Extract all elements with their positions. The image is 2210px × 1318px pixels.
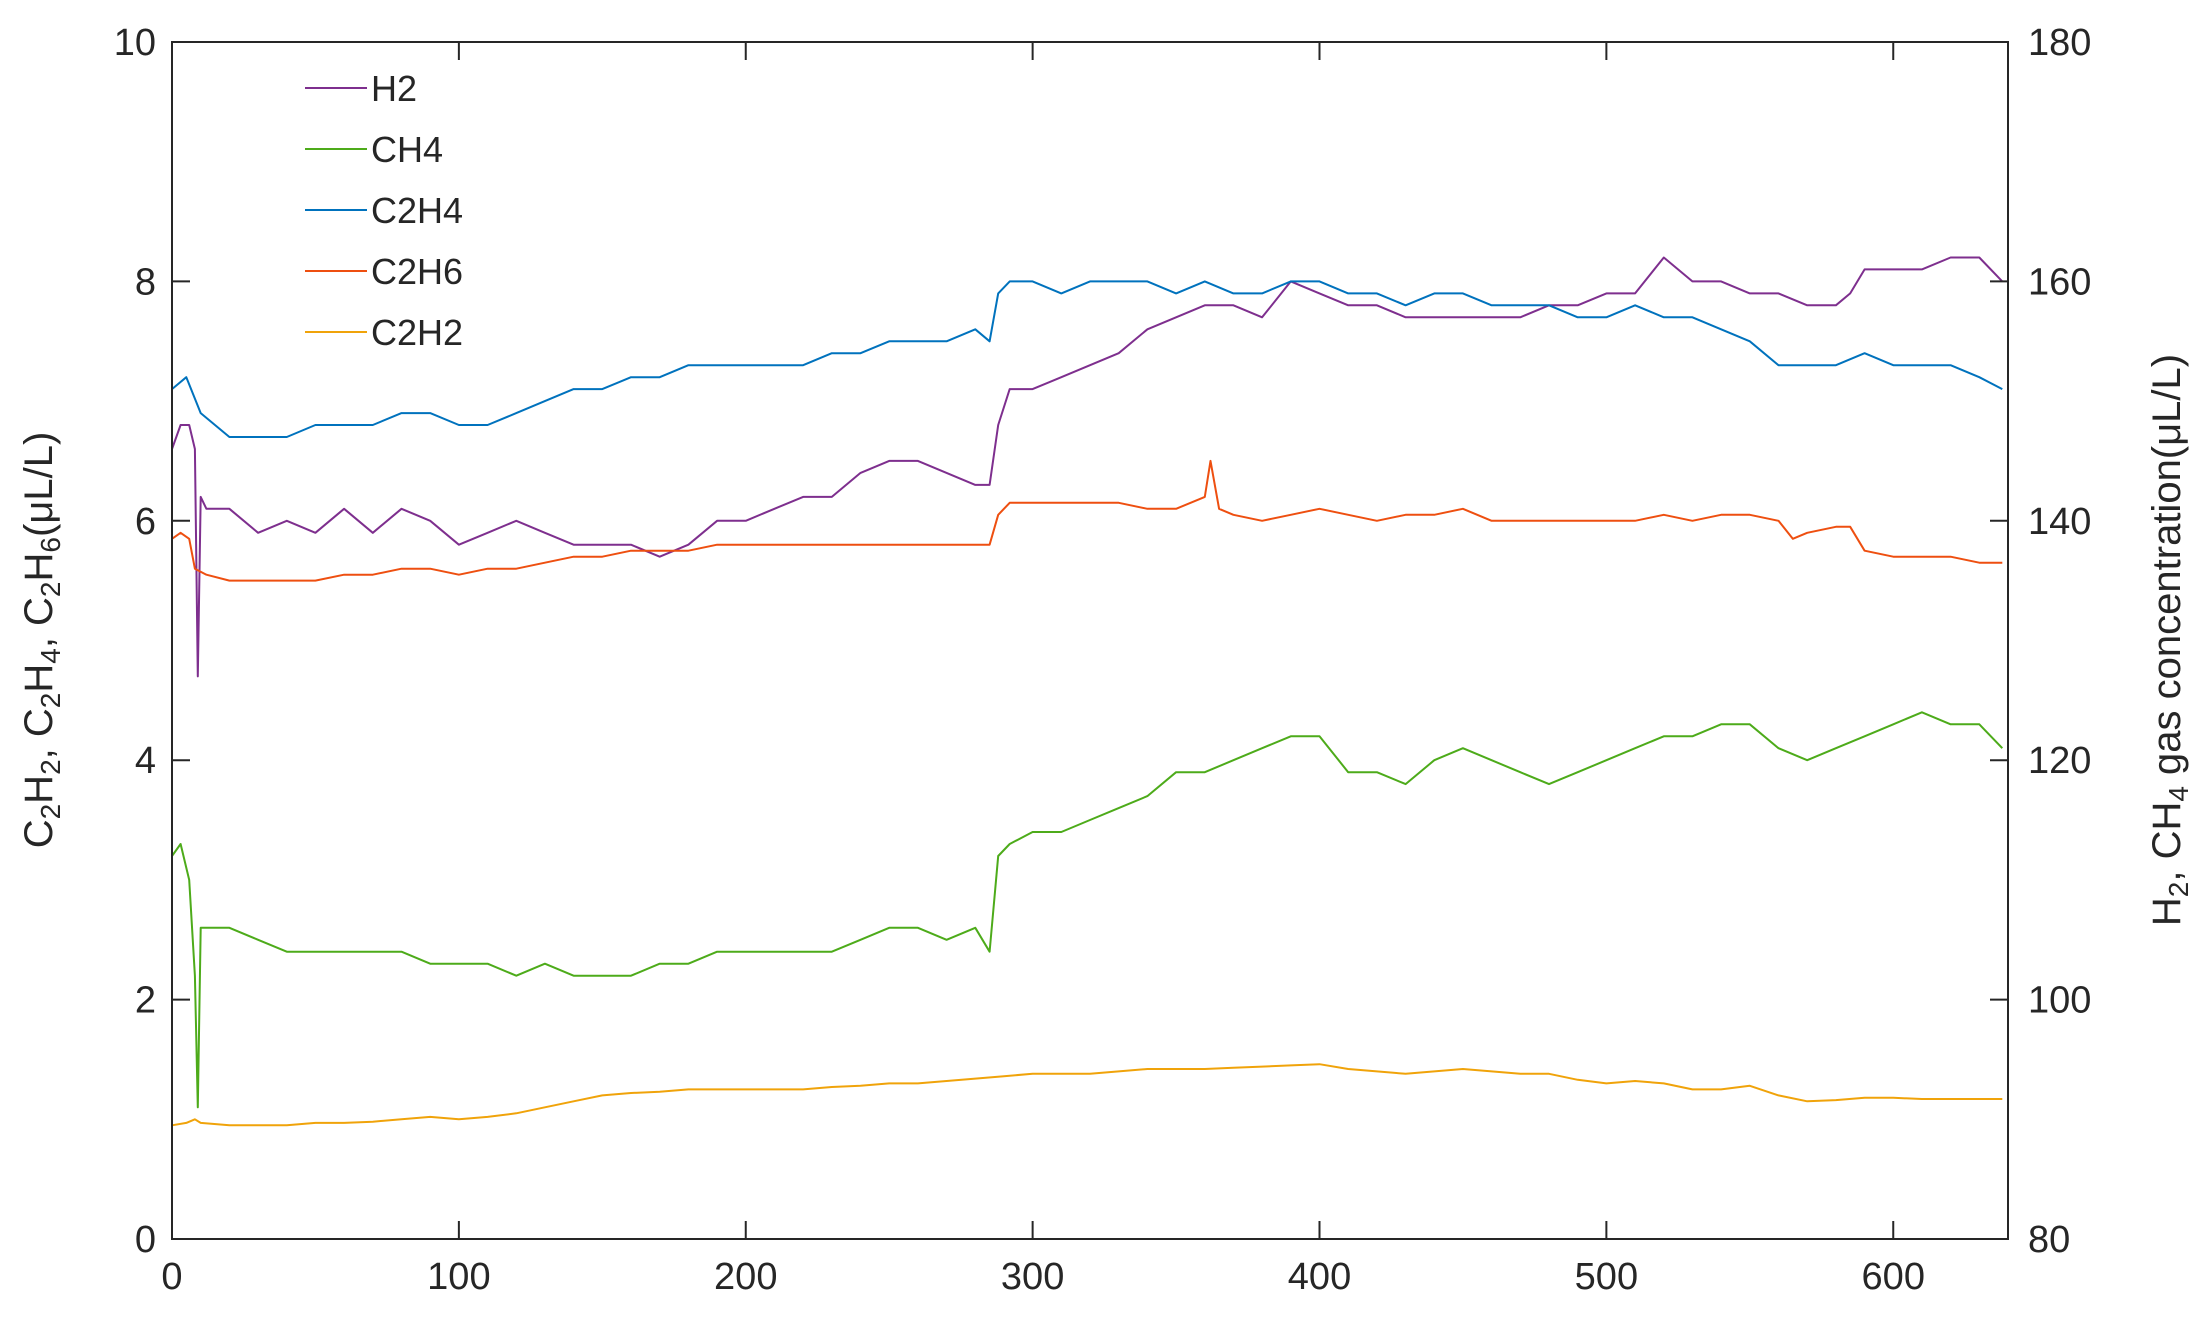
legend-label-c2h6: C2H6 (371, 251, 463, 292)
legend: H2 CH4 C2H4 C2H6 C2H2 (305, 68, 463, 353)
left-y-tick-label: 8 (135, 261, 156, 303)
plot-frame (171, 41, 2009, 1240)
x-tick-label: 600 (1862, 1256, 1925, 1298)
right-y-tick-label: 120 (2028, 740, 2091, 782)
left-y-tick-label: 10 (114, 22, 156, 64)
right-y-axis-title: H2, CH4 gas concentration(μL/L) (2145, 354, 2194, 926)
x-tick-label: 0 (161, 1256, 182, 1298)
right-y-tick-label: 100 (2028, 980, 2091, 1022)
series-line-c2h2 (171, 1063, 2003, 1127)
left-y-tick-label: 4 (135, 740, 156, 782)
x-tick-label: 100 (427, 1256, 490, 1298)
right-y-tick-label: 140 (2028, 501, 2091, 543)
series-line-ch4 (171, 711, 2004, 1109)
series-line-h2 (171, 256, 2004, 678)
left-y-axis-title: C2H2, C2H4, C2H6(μL/L) (17, 432, 66, 849)
series-line-c2h6 (171, 459, 2003, 582)
legend-label-c2h4: C2H4 (371, 190, 463, 231)
x-tick-label: 300 (1001, 1256, 1064, 1298)
legend-label-h2: H2 (371, 68, 417, 109)
series-line-c2h4 (171, 280, 2003, 438)
left-y-tick-label: 6 (135, 501, 156, 543)
right-y-tick-label: 160 (2028, 261, 2091, 303)
left-y-tick-label: 0 (135, 1219, 156, 1261)
x-tick-label: 400 (1288, 1256, 1351, 1298)
left-y-axis: 0 2 4 6 8 10 (114, 22, 190, 1261)
series-group (171, 256, 2004, 1127)
right-y-axis: 80 100 120 140 160 180 (1990, 22, 2091, 1261)
left-y-tick-label: 2 (135, 980, 156, 1022)
x-tick-label: 500 (1575, 1256, 1638, 1298)
legend-label-c2h2: C2H2 (371, 312, 463, 353)
right-y-tick-label: 80 (2028, 1219, 2070, 1261)
x-tick-label: 200 (714, 1256, 777, 1298)
x-axis: 0 100 200 300 400 500 600 (161, 42, 1925, 1298)
legend-label-ch4: CH4 (371, 129, 443, 170)
right-y-tick-label: 180 (2028, 22, 2091, 64)
